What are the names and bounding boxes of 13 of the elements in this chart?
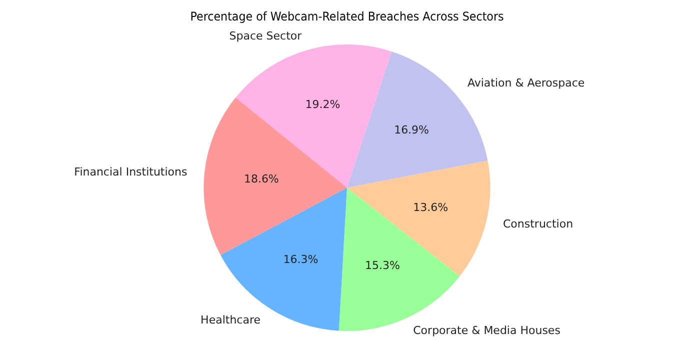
slice-label: Aviation & Aerospace xyxy=(467,76,585,90)
slice-label: Construction xyxy=(503,218,574,231)
slice-label: Healthcare xyxy=(200,313,261,326)
data-label: 19.2% xyxy=(305,98,340,112)
slice-label: Space Sector xyxy=(229,29,302,42)
data-label: 15.3% xyxy=(364,258,400,272)
slice-label: Corporate & Media Houses xyxy=(413,324,561,338)
slice-label: Financial Institutions xyxy=(74,165,188,178)
chart-title: Percentage of Webcam-Related Breaches Across Sectors xyxy=(190,8,504,24)
data-label: 16.9% xyxy=(394,124,430,137)
data-label: 16.3% xyxy=(283,252,318,266)
data-label: 13.6% xyxy=(413,200,448,214)
data-label: 18.6% xyxy=(244,172,279,186)
